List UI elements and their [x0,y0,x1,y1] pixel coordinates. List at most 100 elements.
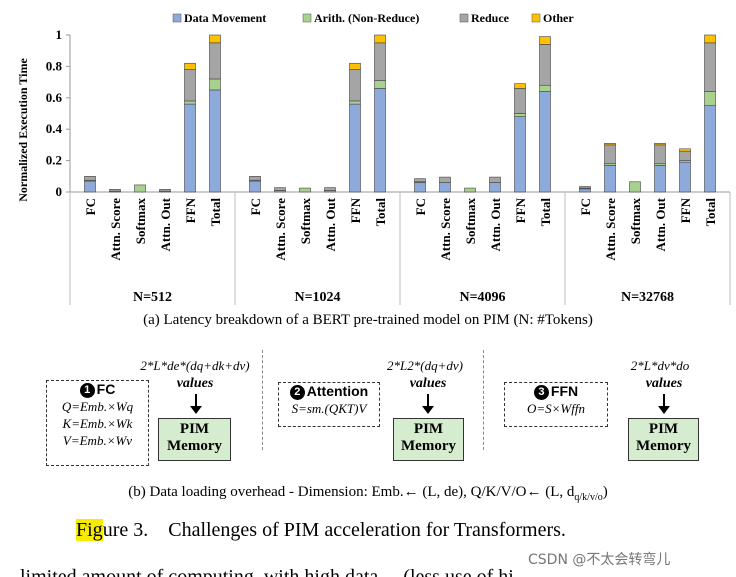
bar-segment [464,187,476,193]
bar-segment [514,113,526,117]
bar-segment [604,165,616,193]
down-arrow-icon [195,394,197,408]
bar-segment [349,62,361,70]
bar-segment [414,182,426,193]
bar-segment [84,176,96,181]
chart-legend: Data Movement Arith. (Non-Reduce) Reduce Ot… [172,11,574,25]
group-label: N=4096 [459,290,505,305]
x-tick-label: FC [578,198,593,215]
legend-swatch [531,13,541,23]
bar-segment [349,103,361,193]
memory-label: Memory [636,438,691,454]
ffn-title: 3 FFN [505,383,607,400]
bar-segment [489,182,501,193]
x-tick-label: Attn. Out [488,197,503,251]
x-tick-label: Attn. Score [108,198,123,261]
caption-b: (b) Data loading overhead - Dimension: E… [0,484,736,503]
y-tick-label: 0 [56,184,63,199]
x-tick-label: Attn. Score [273,198,288,261]
bar-segment [134,184,146,193]
figure-caption: Figure 3. Challenges of PIM acceleration… [76,519,566,542]
legend-label: Other [543,11,574,25]
bar-segment [349,100,361,105]
bar-segment [629,181,641,193]
y-axis-label: Normalized Execution Time [16,58,30,202]
memory-label: Memory [401,438,456,454]
y-tick-label: 0.8 [46,58,63,73]
group-label: N=512 [133,290,172,305]
caption-a: (a) Latency breakdown of a BERT pre-trai… [143,312,593,328]
bar-segment [604,143,616,146]
x-tick-label: Attn. Score [438,198,453,261]
figure-highlight: Fig [76,519,103,541]
bars-layer [84,34,716,193]
bar-segment [109,189,121,192]
x-tick-label: FFN [678,197,693,223]
x-tick-label: FFN [513,197,528,223]
step-2-icon: 2 [289,385,305,400]
bar-segment [324,187,336,191]
x-tick-label: Softmax [628,198,643,245]
legend-swatch [459,13,469,23]
bar-segment [209,89,221,193]
bottom-partial-text: limited amount of computing, with high d… [20,567,514,577]
fc-title: 1 FC [47,381,148,398]
attention-formula: 2*L2*(dq+dv) [387,358,463,373]
legend-label: Reduce [471,11,510,25]
bar-segment [704,105,716,193]
separator [483,350,484,450]
y-axis: 0 0.2 0.4 0.6 0.8 1 [46,27,730,199]
separator [262,350,263,450]
fc-eq-k: K=Emb.×Wk [62,416,133,431]
bar-segment [249,176,261,181]
group-labels: N=512 N=1024 N=4096 N=32768 [69,192,731,305]
y-tick-label: 0.2 [46,153,62,168]
bar-segment [349,69,361,102]
x-tick-label: Total [703,198,718,227]
bar-segment [184,100,196,105]
bar-segment [539,91,551,193]
legend-label: Arith. (Non-Reduce) [314,11,419,25]
latency-chart: Data Movement Arith. (Non-Reduce) Reduce Ot… [16,11,731,305]
bar-segment [679,150,691,161]
attention-eq: S=sm.(QKT)V [291,401,367,416]
bar-segment [374,34,386,44]
legend-swatch [302,13,312,23]
bar-segment [184,103,196,193]
figure-caption-rest: ure 3. Challenges of PIM acceleration fo… [102,519,566,541]
caption-b-text: (b) Data loading overhead - Dimension: E… [128,484,575,500]
pim-memory-3: PIM Memory [628,418,699,461]
fc-block: 1 FC Q=Emb.×Wq K=Emb.×Wk V=Emb.×Wv [46,380,149,466]
x-tick-label: FC [413,198,428,215]
bar-segment [704,34,716,44]
bar-segment [539,44,551,86]
down-arrow-head [190,406,202,414]
diagram-panel: 1 FC Q=Emb.×Wq K=Emb.×Wk V=Emb.×Wv 2*L*de… [0,340,736,480]
bar-segment [679,161,691,193]
fc-eq-v: V=Emb.×Wv [62,433,133,448]
attention-title: 2 Attention [279,383,379,400]
pim-label: PIM [648,421,679,437]
legend-label: Data Movement [184,11,266,25]
bar-segment [489,176,501,183]
x-tick-label: Total [538,198,553,227]
x-tick-label: Attn. Out [323,197,338,251]
bar-segment [274,187,286,191]
group-label: N=1024 [294,290,340,305]
bar-segment [249,180,261,193]
y-tick-label: 0.6 [46,90,63,105]
x-tick-label: FFN [183,197,198,223]
bar-segment [439,182,451,193]
group-label: N=32768 [621,290,674,305]
bar-segment [209,34,221,44]
bar-segment [654,143,666,146]
bar-segment [374,42,386,81]
bar-segment [209,42,221,80]
x-tick-label: FC [83,198,98,215]
fc-formula: 2*L*de*(dq+dk+dv) [140,358,250,373]
caption-b-sub: q/k/v/o [574,492,603,503]
x-tick-label: Softmax [298,198,313,245]
bar-segment [209,78,221,91]
down-arrow-icon [663,394,665,408]
bar-segment [184,62,196,70]
